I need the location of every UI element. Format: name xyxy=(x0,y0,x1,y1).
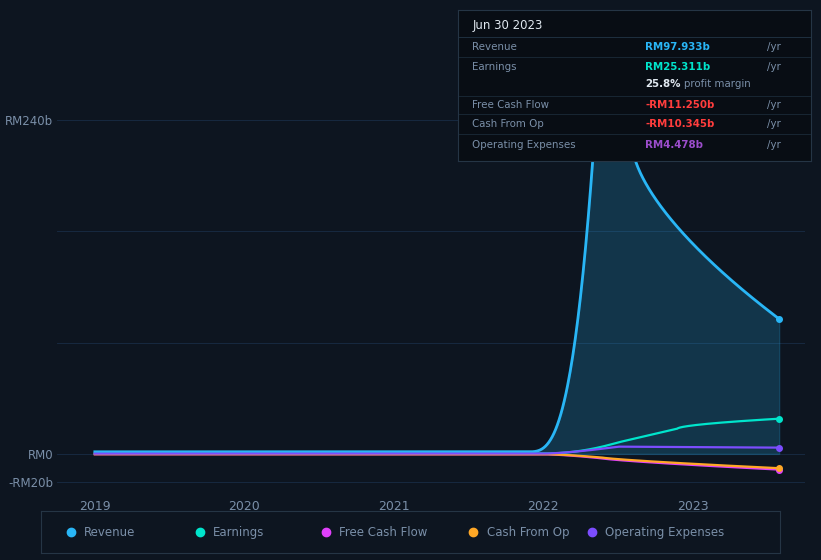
Text: RM97.933b: RM97.933b xyxy=(645,42,710,52)
Text: /yr: /yr xyxy=(767,100,781,110)
Text: Free Cash Flow: Free Cash Flow xyxy=(472,100,549,110)
Text: Operating Expenses: Operating Expenses xyxy=(605,526,724,539)
Text: Cash From Op: Cash From Op xyxy=(487,526,569,539)
Text: Earnings: Earnings xyxy=(213,526,264,539)
Text: Revenue: Revenue xyxy=(84,526,135,539)
Text: Operating Expenses: Operating Expenses xyxy=(472,139,576,150)
Text: /yr: /yr xyxy=(767,139,781,150)
Text: profit margin: profit margin xyxy=(684,79,751,89)
Text: -RM10.345b: -RM10.345b xyxy=(645,119,714,129)
Text: 25.8%: 25.8% xyxy=(645,79,681,89)
Text: -RM11.250b: -RM11.250b xyxy=(645,100,714,110)
Text: /yr: /yr xyxy=(767,42,781,52)
Text: RM25.311b: RM25.311b xyxy=(645,62,710,72)
Text: Revenue: Revenue xyxy=(472,42,517,52)
Text: RM4.478b: RM4.478b xyxy=(645,139,704,150)
Text: Free Cash Flow: Free Cash Flow xyxy=(339,526,427,539)
Text: Jun 30 2023: Jun 30 2023 xyxy=(472,20,543,32)
Text: Earnings: Earnings xyxy=(472,62,516,72)
Text: /yr: /yr xyxy=(767,119,781,129)
Text: /yr: /yr xyxy=(767,62,781,72)
Text: Cash From Op: Cash From Op xyxy=(472,119,544,129)
